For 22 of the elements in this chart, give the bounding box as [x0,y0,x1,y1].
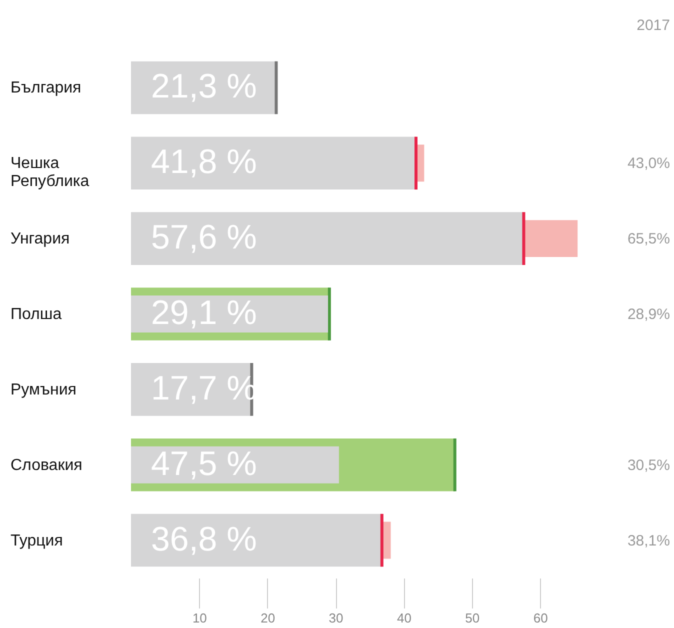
y-tick-label: България [10,80,82,97]
x-tick-label: 40 [396,610,412,626]
bar [130,210,526,266]
x-tick-label: 60 [533,610,548,626]
y-tick-label: Румъния [10,381,76,398]
data-label: 28,9% [627,306,670,323]
bar [130,135,418,192]
y-tick-label: Турция [10,532,63,550]
y-tick-label: Чешка Република [10,155,90,190]
x-tick-label: 10 [192,610,207,626]
y-tick-label: Словакия [10,456,82,474]
data-label: 38,1% [627,532,670,550]
x-tick-label: 50 [465,610,480,626]
text: 2017 [636,17,670,34]
bar [130,512,384,568]
y-tick-label: Полша [10,306,62,323]
x-tick-label: 20 [260,610,276,626]
data-label: 43,0% [627,155,670,172]
x-tick-label: 30 [328,610,344,626]
y-tick-label: Унгария [10,230,70,248]
data-label: 65,5% [627,230,670,248]
data-label: 30,5% [627,456,670,474]
